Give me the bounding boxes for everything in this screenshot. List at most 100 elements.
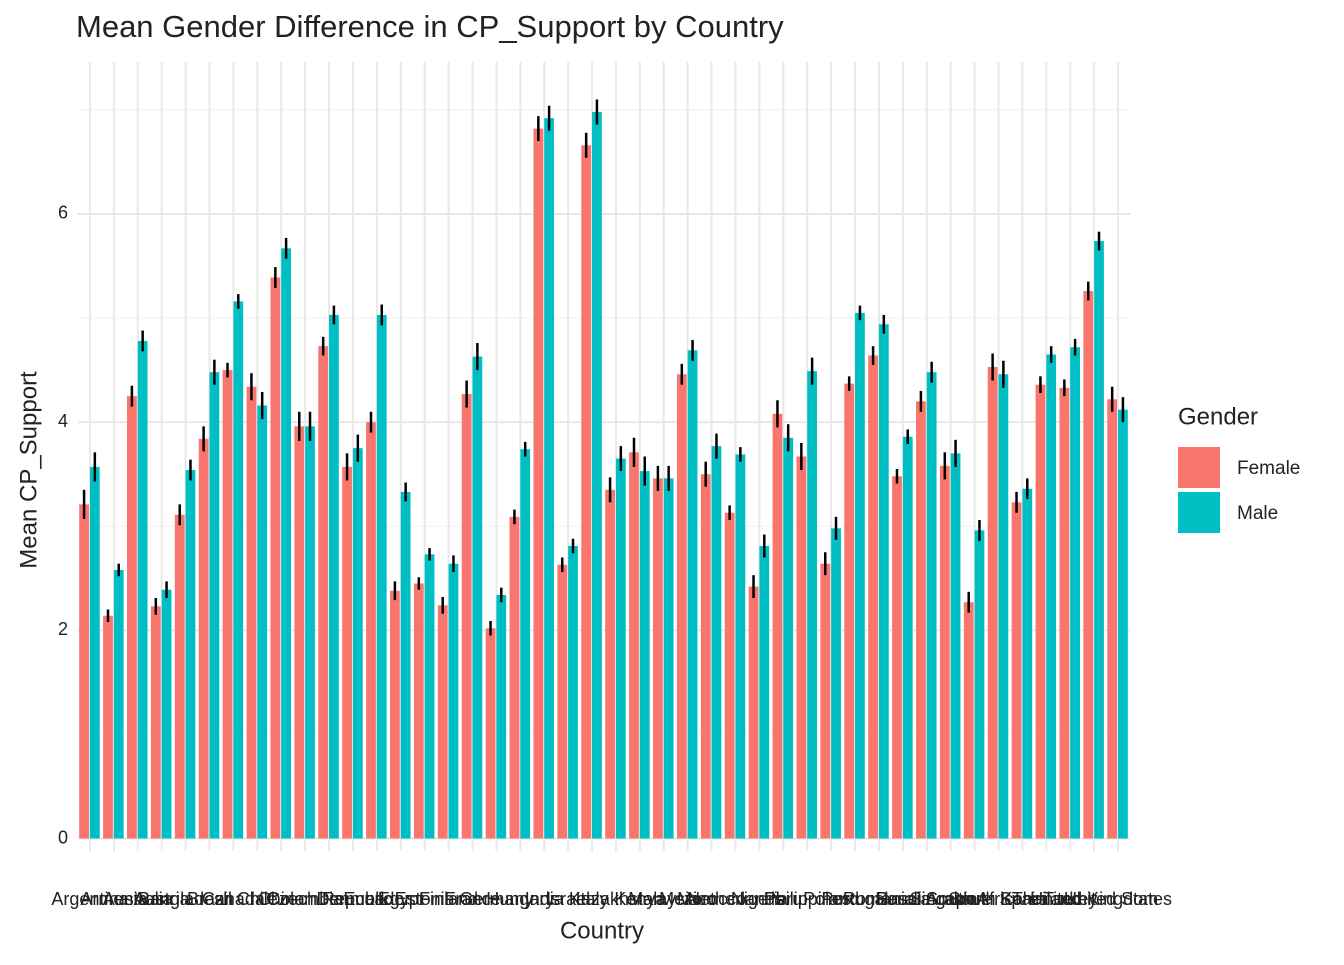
x-tick-label: Italy (576, 889, 609, 909)
bar (724, 512, 735, 839)
bar (629, 452, 639, 839)
x-tick-label: Austria (134, 889, 191, 909)
x-tick-label: India (525, 889, 565, 909)
bar (496, 594, 507, 839)
x-tick-label: Nigeria (731, 889, 789, 909)
x-tick-label: South Africa (926, 889, 1024, 909)
x-tick-label: Ecuador (343, 889, 410, 909)
bar (711, 446, 722, 839)
x-tick-label: Kazakhstan (569, 889, 663, 909)
bar (807, 371, 817, 839)
bar (902, 436, 913, 839)
x-tick-label: Argentina (51, 889, 129, 909)
y-tick-label: 4 (58, 411, 68, 431)
bar (844, 383, 855, 839)
bar (963, 602, 974, 839)
bar (198, 438, 209, 839)
bar (759, 546, 770, 839)
x-axis-label: Country (560, 917, 644, 944)
bar (294, 426, 305, 839)
bar (352, 448, 363, 839)
x-tick-label: Australia (103, 889, 174, 909)
legend-label: Male (1237, 503, 1278, 524)
bar (448, 563, 459, 839)
chart-title: Mean Gender Difference in CP_Support by … (76, 9, 784, 44)
bar (233, 301, 244, 839)
legend-title: Gender (1178, 403, 1258, 430)
x-tick-label: Canada (202, 889, 266, 909)
bar (1094, 241, 1104, 839)
bar (939, 465, 950, 839)
bar (878, 324, 889, 839)
legend-key (1178, 447, 1220, 488)
x-tick-label: South Korea (948, 889, 1049, 909)
bar (581, 145, 592, 839)
bar (783, 437, 794, 839)
x-tick-label: Colombia (267, 889, 344, 909)
bar (831, 528, 841, 839)
legend-label: Female (1237, 458, 1300, 479)
bar (557, 564, 568, 839)
bar (174, 514, 185, 839)
x-tick-label: Egypt (378, 889, 424, 909)
x-tick-label: France (444, 889, 500, 909)
bar (424, 554, 435, 839)
bar (376, 314, 387, 839)
bar (605, 489, 615, 839)
bar (653, 478, 663, 839)
bar (926, 372, 937, 839)
bar (318, 346, 329, 839)
x-tick-label: Hungary (486, 889, 554, 909)
bar (544, 118, 554, 839)
bar (1083, 290, 1094, 839)
bar (161, 589, 172, 839)
bar (735, 454, 746, 839)
x-tick-label: Portugal (822, 889, 889, 909)
x-tick-label: Germany (459, 889, 533, 909)
legend-key (1178, 492, 1220, 533)
x-tick-label: Brazil (187, 889, 232, 909)
bar (772, 413, 783, 839)
x-tick-label: United Kingdom (1030, 889, 1158, 909)
bar (568, 546, 578, 839)
bar (127, 396, 137, 839)
x-tick-label: Kenya (614, 889, 666, 909)
bar (916, 401, 926, 839)
x-tick-label: United States (1064, 889, 1172, 909)
bar (615, 458, 626, 839)
x-tick-label: Denmark (316, 889, 390, 909)
bar (687, 350, 698, 839)
bar (868, 355, 878, 839)
bar (1046, 354, 1057, 839)
bar (413, 583, 424, 839)
bar (987, 366, 998, 839)
bar (639, 471, 650, 839)
bar (113, 569, 124, 839)
bar (1011, 502, 1022, 839)
x-tick-label: China (258, 889, 306, 909)
bar (1107, 399, 1118, 839)
bar (137, 340, 148, 839)
bar (1022, 488, 1033, 839)
y-tick-label: 2 (58, 619, 68, 639)
x-tick-label: Turkey (1043, 889, 1097, 909)
bar (79, 504, 89, 839)
x-tick-label: Mexico (659, 889, 716, 909)
bar (209, 372, 220, 839)
bar (509, 516, 520, 839)
bar (820, 563, 831, 839)
bar (185, 470, 196, 839)
x-tick-label: Netherlands (687, 889, 784, 909)
bar (892, 476, 902, 839)
x-tick-label: Thailand (1012, 889, 1081, 909)
bar (246, 386, 257, 839)
bar (270, 277, 281, 839)
bar (366, 422, 376, 839)
x-tick-label: Spain (999, 889, 1045, 909)
x-tick-label: Russia (875, 889, 931, 909)
x-tick-label: Peru (764, 889, 802, 909)
bar (796, 456, 807, 839)
bar (520, 449, 531, 839)
bar (257, 405, 268, 839)
